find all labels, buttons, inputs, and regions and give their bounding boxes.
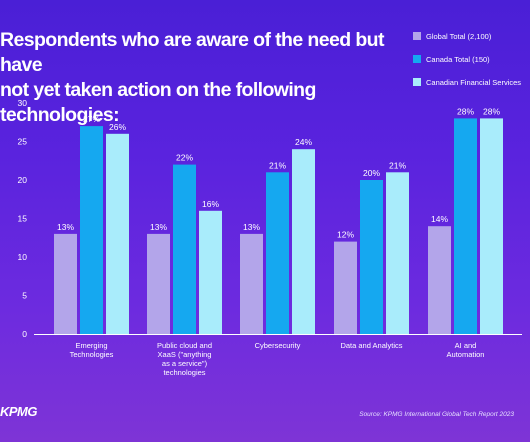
bar-value-label: 13% xyxy=(243,222,260,232)
bar xyxy=(428,226,451,334)
source-note: Source: KPMG International Global Tech R… xyxy=(359,411,514,418)
legend-swatch-financial xyxy=(413,78,421,86)
bar-value-label: 26% xyxy=(109,122,126,132)
bar xyxy=(386,172,409,334)
legend-swatch-canada xyxy=(413,55,421,63)
legend: Global Total (2,100) Canada Total (150) … xyxy=(413,30,521,99)
x-category-label: Public cloud and xyxy=(157,341,212,350)
bar-value-label: 20% xyxy=(363,168,380,178)
x-category-label: as a service") xyxy=(162,359,208,368)
y-tick-label: 0 xyxy=(22,329,27,339)
bar xyxy=(147,233,170,334)
bar-value-label: 27% xyxy=(83,114,100,124)
bar xyxy=(173,164,196,334)
bar xyxy=(480,118,503,335)
y-tick-label: 25 xyxy=(18,137,28,147)
bar-value-label: 13% xyxy=(57,222,74,232)
bar xyxy=(334,241,357,334)
chart-title: Respondents who are aware of the need bu… xyxy=(0,29,384,126)
y-tick-label: 5 xyxy=(22,291,27,301)
bar-value-label: 13% xyxy=(150,222,167,232)
bar xyxy=(106,133,129,334)
bar-value-label: 16% xyxy=(202,199,219,209)
y-tick-label: 15 xyxy=(18,214,28,224)
legend-label-financial: Canadian Financial Services xyxy=(426,77,522,87)
bar xyxy=(292,149,315,334)
bar-value-label: 28% xyxy=(457,106,474,116)
bar xyxy=(360,180,383,334)
bar xyxy=(54,233,77,334)
x-category-label: XaaS ("anything xyxy=(158,350,212,359)
y-tick-label: 30 xyxy=(18,98,28,108)
x-category-label: Emerging xyxy=(75,341,107,350)
legend-item-financial: Canadian Financial Services xyxy=(413,76,521,88)
x-category-label: Technologies xyxy=(70,350,114,359)
kpmg-logo: KPMG xyxy=(0,404,38,419)
bar xyxy=(80,126,103,334)
x-category-label: AI and xyxy=(455,341,477,350)
y-tick-label: 10 xyxy=(18,252,28,262)
x-category-label: technologies xyxy=(163,368,205,377)
bar-value-label: 28% xyxy=(483,106,500,116)
bar-value-label: 14% xyxy=(431,214,448,224)
x-category-label: Cybersecurity xyxy=(255,341,301,350)
bar xyxy=(454,118,477,335)
legend-item-global: Global Total (2,100) xyxy=(413,30,521,42)
legend-label-global: Global Total (2,100) xyxy=(426,31,492,41)
legend-swatch-global xyxy=(413,32,421,40)
legend-item-canada: Canada Total (150) xyxy=(413,53,521,65)
bar xyxy=(199,210,222,334)
bar-value-label: 22% xyxy=(176,153,193,163)
y-tick-label: 20 xyxy=(18,175,28,185)
bar-value-label: 12% xyxy=(337,230,354,240)
bar-value-label: 21% xyxy=(269,160,286,170)
x-category-label: Automation xyxy=(447,350,485,359)
bar-value-label: 21% xyxy=(389,160,406,170)
legend-label-canada: Canada Total (150) xyxy=(426,54,490,64)
x-category-label: Data and Analytics xyxy=(340,341,402,350)
bar xyxy=(266,172,289,334)
bar xyxy=(240,233,263,334)
bar-value-label: 24% xyxy=(295,137,312,147)
